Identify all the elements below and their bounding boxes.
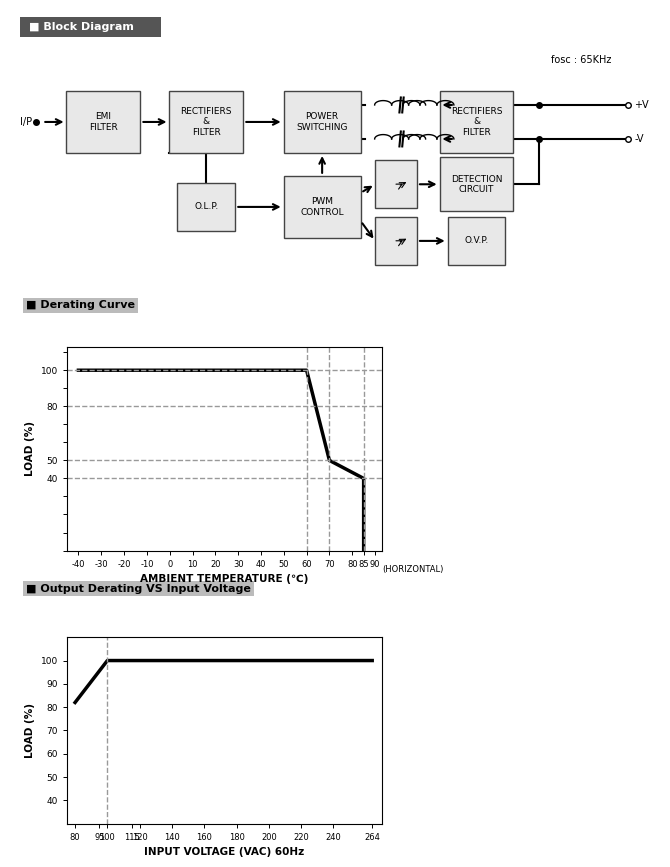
Y-axis label: LOAD (%): LOAD (%) <box>25 703 35 758</box>
FancyBboxPatch shape <box>375 160 417 208</box>
FancyBboxPatch shape <box>20 17 161 37</box>
FancyBboxPatch shape <box>170 91 243 153</box>
Text: O.V.P.: O.V.P. <box>464 237 488 245</box>
Text: RECTIFIERS
&
FILTER: RECTIFIERS & FILTER <box>451 107 502 137</box>
Text: -V: -V <box>634 134 644 144</box>
Text: DETECTION
CIRCUIT: DETECTION CIRCUIT <box>451 174 502 194</box>
Text: EMI
FILTER: EMI FILTER <box>89 112 118 132</box>
Text: POWER
SWITCHING: POWER SWITCHING <box>296 112 348 132</box>
Text: RECTIFIERS
&
FILTER: RECTIFIERS & FILTER <box>181 107 232 137</box>
Text: ■ Derating Curve: ■ Derating Curve <box>26 300 135 310</box>
FancyBboxPatch shape <box>178 183 235 231</box>
Text: fosc : 65KHz: fosc : 65KHz <box>551 55 612 65</box>
Text: +V: +V <box>634 100 649 110</box>
Text: I/P: I/P <box>20 117 32 127</box>
Text: ■ Block Diagram: ■ Block Diagram <box>29 22 135 32</box>
FancyBboxPatch shape <box>448 217 505 265</box>
FancyBboxPatch shape <box>283 176 360 238</box>
X-axis label: AMBIENT TEMPERATURE (℃): AMBIENT TEMPERATURE (℃) <box>140 574 309 584</box>
X-axis label: INPUT VOLTAGE (VAC) 60Hz: INPUT VOLTAGE (VAC) 60Hz <box>144 847 305 857</box>
Text: (HORIZONTAL): (HORIZONTAL) <box>382 565 444 574</box>
Y-axis label: LOAD (%): LOAD (%) <box>25 421 35 476</box>
FancyBboxPatch shape <box>375 217 417 265</box>
FancyBboxPatch shape <box>440 158 513 212</box>
FancyBboxPatch shape <box>283 91 360 153</box>
Text: PWM
CONTROL: PWM CONTROL <box>300 197 344 217</box>
FancyBboxPatch shape <box>440 91 513 153</box>
FancyBboxPatch shape <box>66 91 141 153</box>
Text: ■ Output Derating VS Input Voltage: ■ Output Derating VS Input Voltage <box>26 583 251 594</box>
Text: O.L.P.: O.L.P. <box>194 202 218 212</box>
